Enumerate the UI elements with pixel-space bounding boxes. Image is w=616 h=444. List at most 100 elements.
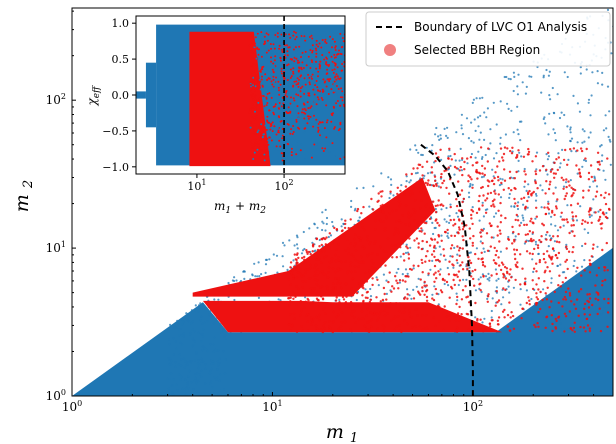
- inset-point: [253, 116, 256, 119]
- inset-point: [299, 149, 302, 152]
- red-point: [374, 219, 377, 223]
- red-point: [461, 261, 464, 264]
- red-point: [432, 200, 435, 203]
- red-point: [396, 186, 399, 189]
- blue-point: [195, 390, 198, 393]
- red-point: [453, 152, 456, 156]
- red-point: [502, 276, 505, 279]
- inset-point: [306, 122, 309, 125]
- blue-point: [517, 73, 520, 76]
- inset-point: [297, 70, 300, 73]
- red-point: [368, 242, 371, 246]
- blue-point: [581, 244, 584, 248]
- inset-point: [281, 48, 283, 51]
- red-point: [316, 274, 319, 277]
- red-point: [557, 316, 560, 319]
- red-point: [294, 295, 297, 299]
- inset-point: [286, 44, 288, 47]
- inset-point: [258, 81, 261, 83]
- blue-point: [569, 139, 572, 142]
- blue-point: [566, 75, 569, 79]
- blue-point: [172, 353, 175, 356]
- red-point: [596, 312, 599, 316]
- blue-point: [483, 111, 486, 114]
- blue-point: [219, 323, 222, 326]
- red-point: [346, 270, 350, 273]
- red-point: [507, 187, 510, 190]
- red-point: [405, 245, 408, 248]
- red-point: [299, 300, 302, 303]
- inset-point: [298, 45, 301, 48]
- red-point: [522, 196, 526, 199]
- red-point: [366, 307, 369, 311]
- red-point: [379, 309, 383, 313]
- red-point: [435, 184, 438, 187]
- red-point: [317, 315, 320, 319]
- red-point: [455, 259, 459, 262]
- red-point: [338, 301, 341, 304]
- red-point: [583, 307, 586, 310]
- inset-point: [320, 97, 323, 99]
- red-point: [403, 259, 406, 262]
- blue-point: [193, 372, 197, 376]
- blue-point: [561, 289, 564, 293]
- red-point: [342, 237, 346, 240]
- blue-point: [219, 389, 222, 392]
- blue-point: [499, 196, 503, 199]
- red-point: [530, 217, 533, 220]
- inset-point: [257, 53, 260, 56]
- inset-point: [308, 94, 311, 97]
- red-point: [371, 277, 374, 280]
- blue-point: [431, 221, 434, 224]
- inset-point: [254, 36, 257, 39]
- red-point: [440, 172, 443, 176]
- blue-point: [174, 361, 177, 364]
- red-point: [354, 242, 357, 245]
- blue-point: [476, 116, 480, 119]
- blue-point: [304, 296, 307, 299]
- blue-point: [369, 287, 372, 291]
- blue-point: [387, 176, 390, 179]
- blue-point: [218, 379, 221, 382]
- red-point: [480, 258, 483, 261]
- inset-point: [309, 67, 312, 69]
- inset-point: [321, 147, 324, 150]
- blue-point: [200, 369, 203, 372]
- inset-point: [332, 32, 335, 35]
- inset-point: [322, 47, 325, 50]
- red-point: [298, 272, 302, 276]
- inset-point: [252, 76, 255, 79]
- red-point: [381, 190, 384, 193]
- blue-point: [455, 292, 458, 295]
- blue-point: [186, 382, 189, 385]
- blue-point: [559, 263, 562, 266]
- inset-point: [252, 70, 255, 73]
- red-point: [301, 280, 305, 283]
- blue-point: [197, 331, 200, 334]
- blue-point: [468, 185, 471, 188]
- red-point: [536, 187, 539, 190]
- inset-point: [265, 76, 268, 79]
- blue-point: [590, 94, 593, 97]
- blue-point: [550, 223, 553, 226]
- red-point: [461, 157, 464, 160]
- red-point: [515, 248, 519, 252]
- red-point: [432, 298, 436, 302]
- blue-point: [186, 313, 189, 316]
- red-point: [558, 274, 561, 277]
- blue-point: [541, 189, 544, 192]
- blue-point: [480, 176, 484, 179]
- inset-point: [327, 93, 330, 95]
- red-point: [572, 147, 576, 150]
- blue-point: [508, 192, 511, 196]
- red-point: [545, 180, 548, 183]
- red-point: [508, 273, 511, 276]
- red-point: [447, 273, 451, 276]
- blue-point: [355, 298, 358, 302]
- red-point: [425, 203, 428, 206]
- blue-point: [567, 330, 570, 333]
- inset-point: [311, 61, 314, 63]
- blue-point: [548, 234, 551, 237]
- red-point: [351, 303, 354, 306]
